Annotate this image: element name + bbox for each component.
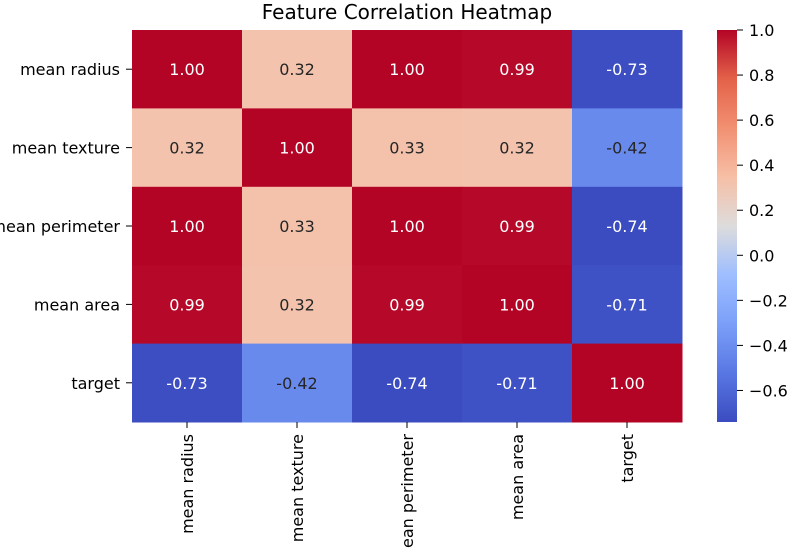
colorbar-tick-label: 0.0 bbox=[749, 246, 774, 265]
heatmap-cell bbox=[572, 343, 683, 423]
cell-label: 1.00 bbox=[169, 60, 205, 79]
x-tick-label: mean texture bbox=[288, 434, 307, 542]
cell-label: 0.99 bbox=[389, 295, 425, 314]
colorbar-tick-label: 0.6 bbox=[749, 111, 774, 130]
cell-label: 0.32 bbox=[499, 139, 535, 158]
chart-title: Feature Correlation Heatmap bbox=[262, 0, 552, 24]
colorbar-tick-label: −0.4 bbox=[749, 336, 788, 355]
colorbar-tick-label: 0.2 bbox=[749, 201, 774, 220]
cell-label: -0.74 bbox=[606, 217, 647, 236]
x-tick-label: target bbox=[618, 434, 637, 483]
heatmap-cell bbox=[352, 265, 463, 345]
heatmap-cell bbox=[462, 108, 573, 188]
heatmap-cell bbox=[462, 265, 573, 345]
heatmap-cell-labels: 1.00 0.32 1.00 0.99 -0.73 0.32 1.00 0.33 0.32 -0.… bbox=[166, 60, 647, 393]
y-tick-label: mean perimeter bbox=[0, 217, 120, 236]
heatmap-cell bbox=[242, 265, 353, 345]
colorbar bbox=[717, 30, 737, 422]
heatmap-cell bbox=[572, 30, 683, 109]
x-tick-label: mean perimeter bbox=[398, 434, 417, 548]
x-axis: mean radius mean texture mean perimeter mea… bbox=[178, 422, 637, 548]
heatmap-cell bbox=[462, 30, 573, 109]
heatmap-cell bbox=[352, 343, 463, 423]
y-tick-label: mean radius bbox=[20, 60, 120, 79]
colorbar-tick-label: −0.2 bbox=[749, 291, 788, 310]
cell-label: 0.99 bbox=[169, 295, 205, 314]
colorbar-tick-label: 1.0 bbox=[749, 21, 774, 40]
cell-label: -0.42 bbox=[606, 139, 647, 158]
cell-label: -0.74 bbox=[386, 374, 427, 393]
x-tick-label: mean radius bbox=[178, 434, 197, 534]
cell-label: -0.71 bbox=[496, 374, 537, 393]
heatmap-cell bbox=[242, 30, 353, 109]
cell-label: 1.00 bbox=[389, 60, 425, 79]
cell-label: 0.32 bbox=[279, 60, 315, 79]
y-tick-label: mean texture bbox=[12, 139, 120, 158]
cell-label: 0.33 bbox=[279, 217, 315, 236]
cell-label: 0.33 bbox=[389, 139, 425, 158]
heatmap-cell bbox=[352, 186, 463, 266]
cell-label: 0.32 bbox=[279, 295, 315, 314]
heatmap-cell bbox=[132, 343, 243, 423]
heatmap-cell bbox=[352, 108, 463, 188]
colorbar-gradient bbox=[717, 30, 737, 422]
heatmap-cell bbox=[242, 343, 353, 423]
y-tick-label: target bbox=[71, 374, 120, 393]
cell-label: -0.42 bbox=[276, 374, 317, 393]
y-axis: mean radius mean texture mean perimeter mea… bbox=[0, 60, 132, 393]
heatmap-cell bbox=[462, 343, 573, 423]
cell-label: -0.71 bbox=[606, 295, 647, 314]
cell-label: 0.99 bbox=[499, 217, 535, 236]
heatmap-cell bbox=[352, 30, 463, 109]
cell-label: 1.00 bbox=[609, 374, 645, 393]
heatmap-cell bbox=[132, 265, 243, 345]
heatmap-cell bbox=[572, 108, 683, 188]
y-tick-label: mean area bbox=[34, 295, 120, 314]
cell-label: 1.00 bbox=[499, 295, 535, 314]
colorbar-tick-label: −0.6 bbox=[749, 381, 788, 400]
heatmap-cell bbox=[132, 108, 243, 188]
heatmap-cell bbox=[242, 108, 353, 188]
cell-label: -0.73 bbox=[606, 60, 647, 79]
cell-label: 1.00 bbox=[279, 139, 315, 158]
x-tick-label: mean area bbox=[508, 434, 527, 520]
cell-label: 0.32 bbox=[169, 139, 205, 158]
heatmap-cell bbox=[572, 265, 683, 345]
cell-label: 0.99 bbox=[499, 60, 535, 79]
cell-label: -0.73 bbox=[166, 374, 207, 393]
heatmap-cell bbox=[132, 186, 243, 266]
heatmap-cell bbox=[242, 186, 353, 266]
colorbar-tick-label: 0.4 bbox=[749, 156, 774, 175]
cell-label: 1.00 bbox=[169, 217, 205, 236]
colorbar-ticks: 1.0 0.8 0.6 0.4 0.2 0.0 −0.2 −0.4 −0.6 bbox=[737, 21, 788, 400]
cell-label: 1.00 bbox=[389, 217, 425, 236]
heatmap-cells bbox=[132, 30, 683, 423]
heatmap-cell bbox=[132, 30, 243, 109]
colorbar-tick-label: 0.8 bbox=[749, 66, 774, 85]
heatmap-cell bbox=[462, 186, 573, 266]
heatmap-cell bbox=[572, 186, 683, 266]
